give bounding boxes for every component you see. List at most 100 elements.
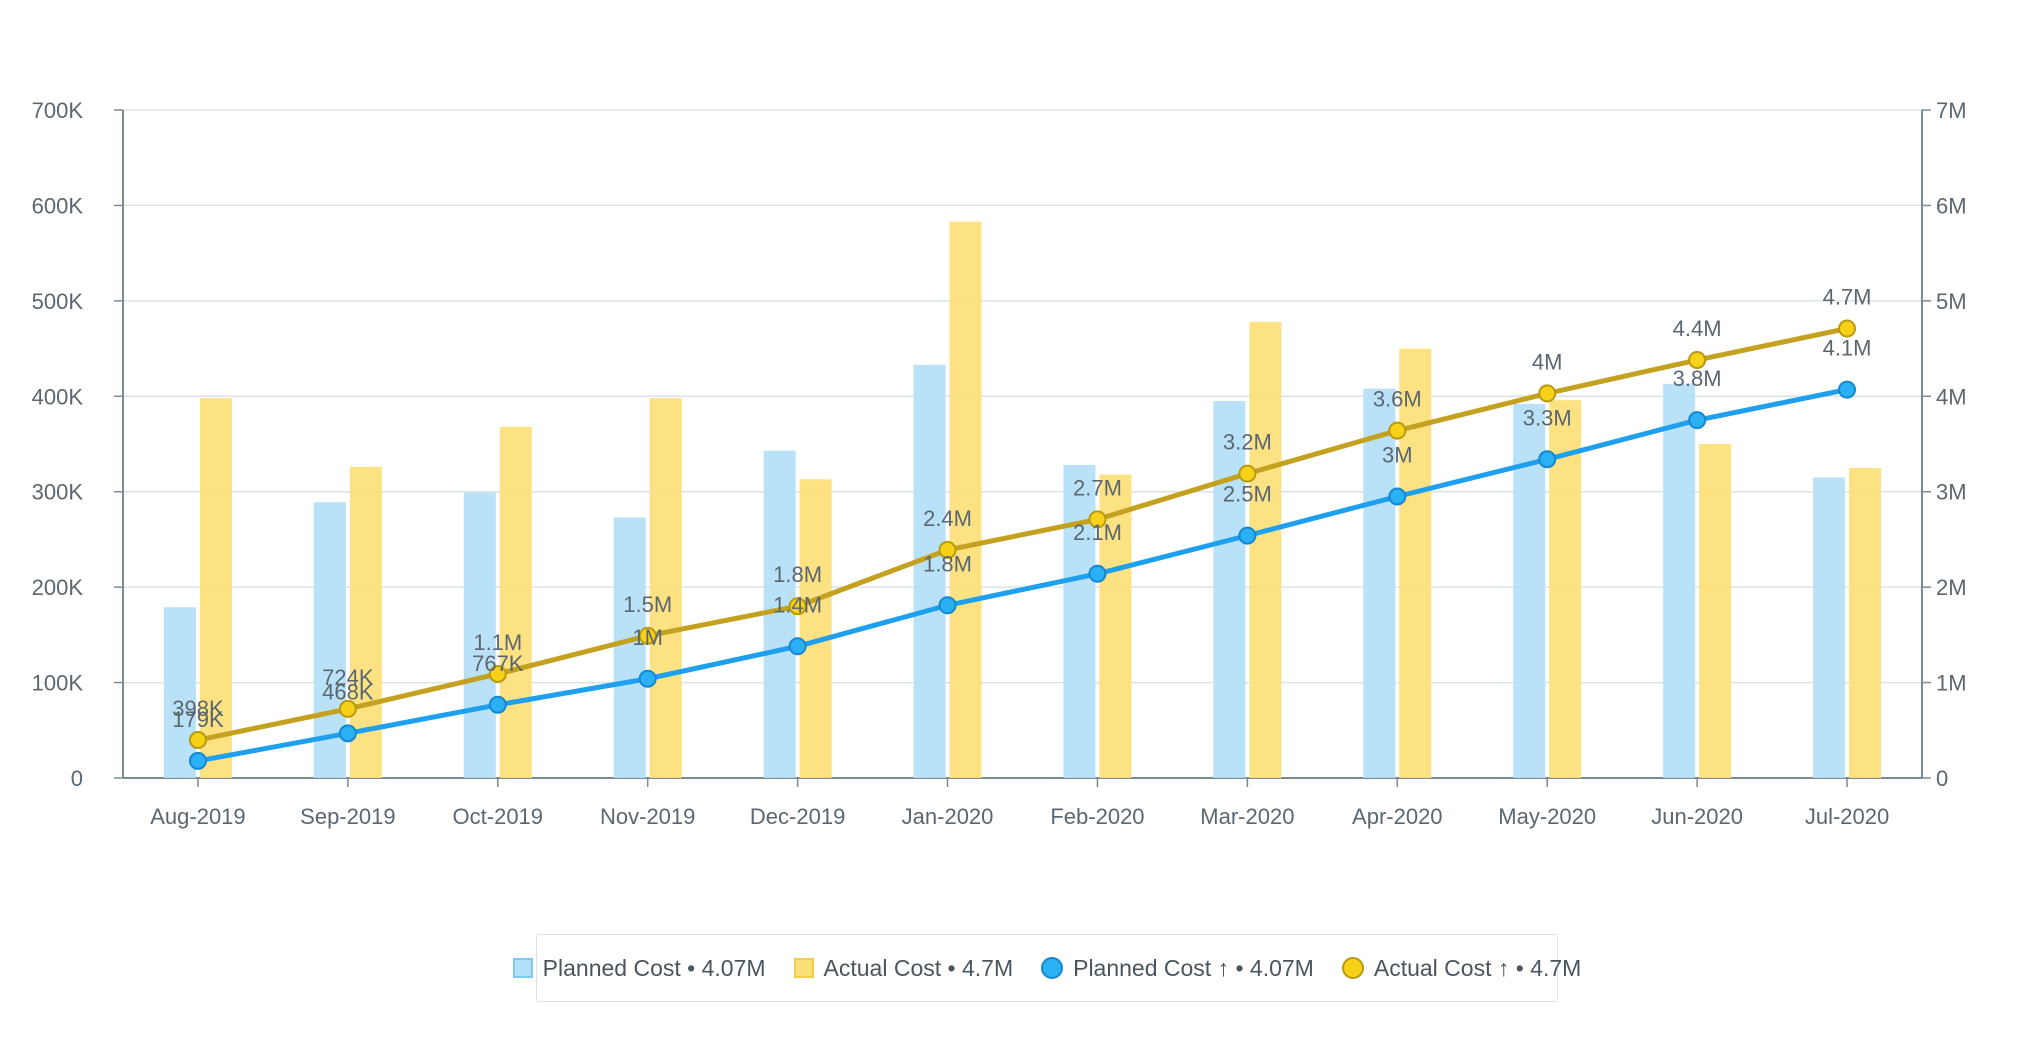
x-axis-tick-label: Sep-2019 — [300, 804, 395, 829]
left-axis-tick-label: 700K — [32, 98, 84, 123]
planned-cost-bar — [1663, 383, 1696, 778]
planned-cost-cumulative-data-label: 2.1M — [1073, 520, 1122, 545]
actual-cost-bar — [649, 398, 682, 778]
x-axis-tick-label: May-2020 — [1498, 804, 1596, 829]
actual-cost-cumulative-line — [197, 326, 1848, 743]
planned-cost-cumulative-point — [1238, 526, 1257, 545]
right-axis-tick-label: 2M — [1936, 575, 1967, 600]
actual-cost-cumulative-data-label: 4M — [1532, 349, 1563, 374]
planned-cost-cumulative-data-label: 3.3M — [1523, 405, 1572, 430]
planned-cost-cumulative-data-label: 4.1M — [1823, 336, 1872, 361]
planned-cost-cumulative-point — [1538, 450, 1557, 469]
x-axis-tick-label: Jun-2020 — [1651, 804, 1743, 829]
x-axis-tick-label: Oct-2019 — [453, 804, 544, 829]
right-axis-tick-label: 7M — [1936, 98, 1967, 123]
actual-cost-cumulative-point — [938, 540, 957, 559]
actual-cost-cumulative-data-label: 2.4M — [923, 506, 972, 531]
actual-cost-cumulative-data-label: 398K — [172, 696, 224, 721]
planned-cost-swatch-icon — [512, 958, 533, 978]
actual-cost-bar — [1699, 444, 1732, 778]
actual-cost-cumulative-point — [788, 597, 807, 616]
actual-cost-cumulative-data-label: 1.5M — [623, 592, 672, 617]
actual-cost-cumulative-point — [1838, 319, 1857, 338]
actual-cost-cumulative-data-label: 1.8M — [773, 562, 822, 587]
actual-cost-cumulative-data-label: 4.7M — [1823, 285, 1872, 310]
actual-cost-bar — [1099, 474, 1132, 778]
left-axis-tick-label: 0 — [71, 766, 83, 791]
legend-item-planned-cost-cumulative[interactable]: Planned Cost ↑ • 4.07M — [1041, 955, 1314, 982]
planned-cost-bar — [463, 492, 496, 778]
x-axis-tick-label: Dec-2019 — [750, 804, 845, 829]
x-axis-tick-label: Jan-2020 — [902, 804, 994, 829]
actual-cost-cumulative-point — [638, 626, 657, 645]
actual-cost-cumulative-point — [338, 699, 357, 718]
planned-cost-bar — [1213, 401, 1246, 778]
planned-cost-bar — [613, 517, 646, 778]
planned-cost-cumulative-data-label: 2.5M — [1223, 482, 1272, 507]
legend-label-planned-cost: Planned Cost • 4.07M — [542, 954, 766, 981]
planned-cost-cumulative-line — [197, 387, 1848, 764]
legend-label-actual-cost-cumulative: Actual Cost ↑ • 4.7M — [1373, 954, 1582, 981]
planned-cost-cumulative-data-label: 3.8M — [1673, 366, 1722, 391]
left-axis-tick-label: 600K — [32, 193, 84, 218]
actual-cost-bar — [199, 398, 232, 778]
actual-cost-cumulative-point — [1088, 510, 1107, 529]
x-axis-tick-label: Jul-2020 — [1805, 804, 1889, 829]
right-axis-tick-label: 0 — [1936, 766, 1948, 791]
planned-cost-cumulative-point — [1388, 487, 1407, 506]
right-axis-tick-label: 3M — [1936, 480, 1967, 505]
planned-cost-bar — [1813, 477, 1846, 778]
planned-cost-cumulative-point — [1688, 411, 1707, 430]
legend-item-actual-cost[interactable]: Actual Cost • 4.7M — [793, 954, 1014, 982]
actual-cost-cumulative-data-label: 1.1M — [473, 630, 522, 655]
legend-label-planned-cost-cumulative: Planned Cost ↑ • 4.07M — [1073, 954, 1314, 981]
actual-cost-bar — [499, 426, 532, 778]
planned-cost-cumulative-data-label: 3M — [1382, 442, 1413, 467]
actual-cost-bar — [1249, 321, 1282, 778]
actual-cost-cumulative-data-label: 3.2M — [1223, 430, 1272, 455]
actual-cost-swatch-icon — [793, 958, 814, 978]
actual-cost-cumulative-point — [488, 664, 507, 683]
planned-cost-cumulative-dot-icon — [1041, 957, 1064, 979]
right-axis-tick-label: 6M — [1936, 193, 1967, 218]
actual-cost-cumulative-point — [1688, 351, 1707, 370]
planned-cost-bar — [1363, 388, 1396, 778]
x-axis-tick-label: Feb-2020 — [1050, 804, 1144, 829]
left-axis-tick-label: 500K — [32, 289, 84, 314]
planned-cost-cumulative-point — [638, 669, 657, 688]
planned-cost-cumulative-point — [188, 751, 207, 770]
actual-cost-bar — [1849, 467, 1882, 778]
legend-item-planned-cost[interactable]: Planned Cost • 4.07M — [512, 954, 766, 982]
right-axis-tick-label: 4M — [1936, 384, 1967, 409]
planned-cost-bar — [913, 364, 946, 778]
left-axis-tick-label: 200K — [32, 575, 84, 600]
legend-item-actual-cost-cumulative[interactable]: Actual Cost ↑ • 4.7M — [1341, 954, 1582, 982]
left-axis-tick-label: 300K — [32, 480, 84, 505]
actual-cost-cumulative-data-label: 4.4M — [1673, 316, 1722, 341]
right-axis-tick-label: 1M — [1936, 671, 1967, 696]
planned-cost-bar — [163, 607, 196, 778]
planned-cost-cumulative-point — [1088, 564, 1107, 583]
planned-cost-cumulative-point — [488, 695, 507, 714]
actual-cost-cumulative-data-label: 3.6M — [1373, 387, 1422, 412]
actual-cost-cumulative-dot-icon — [1341, 957, 1364, 979]
actual-cost-cumulative-data-label: 2.7M — [1073, 475, 1122, 500]
planned-cost-cumulative-point — [788, 637, 807, 656]
actual-cost-cumulative-point — [1238, 464, 1257, 483]
x-axis-tick-label: Aug-2019 — [150, 804, 245, 829]
left-axis-tick-label: 100K — [32, 671, 84, 696]
planned-cost-cumulative-data-label: 1M — [632, 625, 663, 650]
actual-cost-cumulative-point — [1538, 384, 1557, 403]
legend-label-actual-cost: Actual Cost • 4.7M — [823, 954, 1014, 981]
planned-cost-cumulative-point — [938, 596, 957, 615]
x-axis-tick-label: Mar-2020 — [1200, 804, 1294, 829]
planned-cost-cumulative-data-label: 1.8M — [923, 551, 972, 576]
right-axis-tick-label: 5M — [1936, 289, 1967, 314]
planned-cost-cumulative-data-label: 468K — [322, 679, 374, 704]
planned-cost-cumulative-data-label: 1.4M — [773, 592, 822, 617]
planned-cost-cumulative-point — [1838, 380, 1857, 399]
planned-cost-cumulative-data-label: 767K — [472, 651, 524, 676]
chart-legend: Planned Cost • 4.07M Actual Cost • 4.7M … — [512, 934, 1581, 1002]
